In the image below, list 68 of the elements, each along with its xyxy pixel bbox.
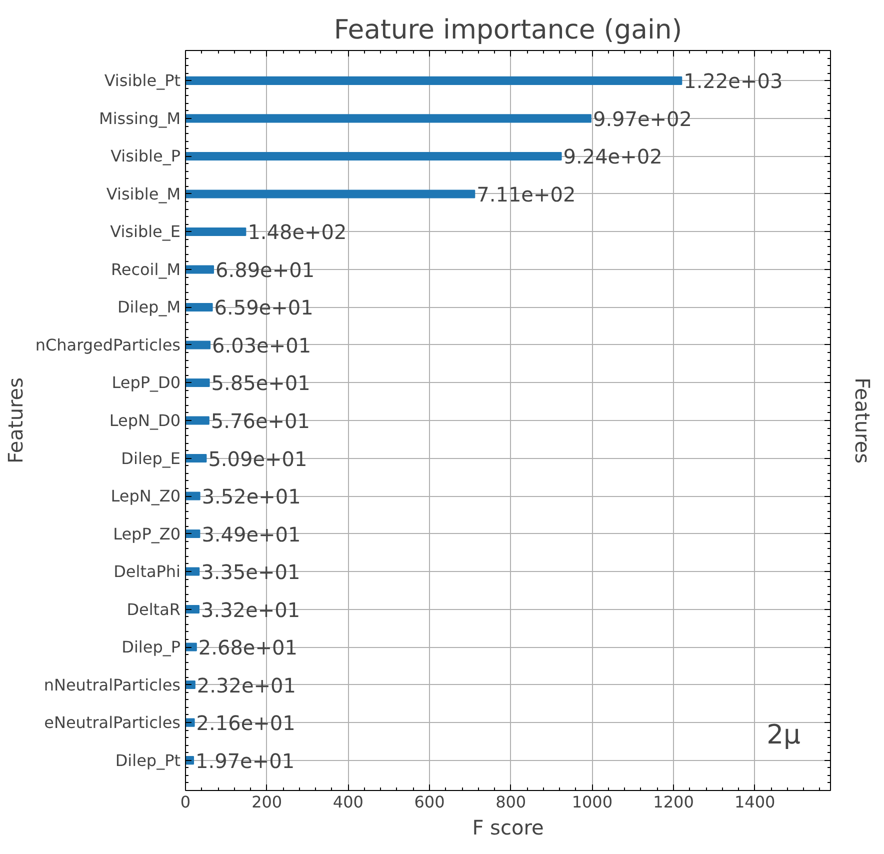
bar [186, 227, 246, 236]
data-label: 5.76e+01 [210, 409, 310, 433]
y-axis-title: Features [3, 378, 28, 464]
y-tick-label: DeltaR [126, 600, 181, 619]
data-label: 2.32e+01 [196, 673, 296, 698]
bar [186, 492, 200, 500]
y-tick-label: Visible_M [106, 184, 181, 204]
data-label: 6.89e+01 [216, 258, 315, 282]
data-label: 1.48e+02 [248, 220, 347, 244]
y-tick-label: LepN_D0 [109, 411, 181, 430]
bar [186, 718, 195, 727]
bar [186, 567, 200, 576]
data-label: 5.09e+01 [208, 446, 308, 471]
y-tick-label: Dilep_P [122, 638, 181, 657]
x-axis-title: F score [472, 816, 544, 840]
x-tick-label: 1200 [653, 792, 694, 812]
data-label: 3.35e+01 [201, 560, 300, 584]
y-tick-label: LepN_Z0 [110, 486, 181, 506]
y2-axis-title: Features [850, 378, 874, 464]
y-tick-label: eNeutralParticles [44, 713, 181, 732]
y-tick-label: nNeutralParticles [44, 675, 181, 694]
bar [186, 605, 200, 614]
x-tick-label: 1000 [572, 792, 613, 812]
data-label: 1.97e+01 [196, 748, 295, 773]
data-label: 2.16e+01 [196, 711, 296, 736]
bar [186, 416, 210, 425]
y-tick-label: nChargedParticles [35, 335, 181, 354]
bar [186, 265, 214, 274]
x-tick-label: 0 [180, 792, 191, 812]
x-tick-label: 400 [332, 792, 364, 812]
y-tick-label: Recoil_M [110, 260, 181, 279]
y-tick-label: LepP_D0 [112, 373, 180, 392]
x-tick-label: 800 [496, 792, 526, 812]
data-label: 9.97e+02 [592, 106, 692, 131]
data-label: 9.24e+02 [563, 144, 662, 169]
data-label: 6.03e+01 [212, 333, 312, 358]
chart-title: Feature importance (gain) [334, 14, 682, 46]
x-tick-label: 1400 [734, 792, 776, 812]
y-tick-label: Visible_P [110, 146, 181, 166]
bar [186, 190, 476, 198]
y-tick-label: Dilep_M [117, 298, 180, 317]
data-label: 7.11e+02 [476, 182, 576, 206]
data-label: 1.22e+03 [684, 69, 783, 94]
y-tick-label: Visible_E [110, 222, 180, 242]
bar [186, 152, 562, 160]
bar [186, 529, 200, 538]
x-tick-label: 200 [252, 792, 282, 812]
bar [186, 378, 210, 388]
bar [186, 642, 197, 652]
bar [186, 302, 213, 312]
data-label: 2.68e+01 [198, 636, 298, 660]
y-tick-label: Dilep_E [121, 448, 181, 468]
bar [186, 114, 592, 123]
y-tick-label: Missing_M [99, 108, 180, 128]
y-tick-label: Visible_Pt [104, 71, 180, 90]
bar [186, 76, 682, 85]
bar [186, 340, 211, 350]
data-label: 3.52e+01 [202, 484, 301, 509]
x-tick-label: 600 [414, 792, 445, 812]
data-label: 3.49e+01 [202, 522, 301, 546]
data-label: 6.59e+01 [214, 296, 314, 320]
data-label: 5.85e+01 [211, 371, 310, 396]
y-tick-label: Dilep_Pt [115, 750, 181, 770]
y-tick-label: LepP_Z0 [113, 524, 180, 544]
bar [186, 454, 207, 463]
data-label: 3.32e+01 [201, 598, 300, 622]
y-tick-label: DeltaPhi [114, 562, 180, 582]
annotation: 2μ [766, 720, 801, 750]
